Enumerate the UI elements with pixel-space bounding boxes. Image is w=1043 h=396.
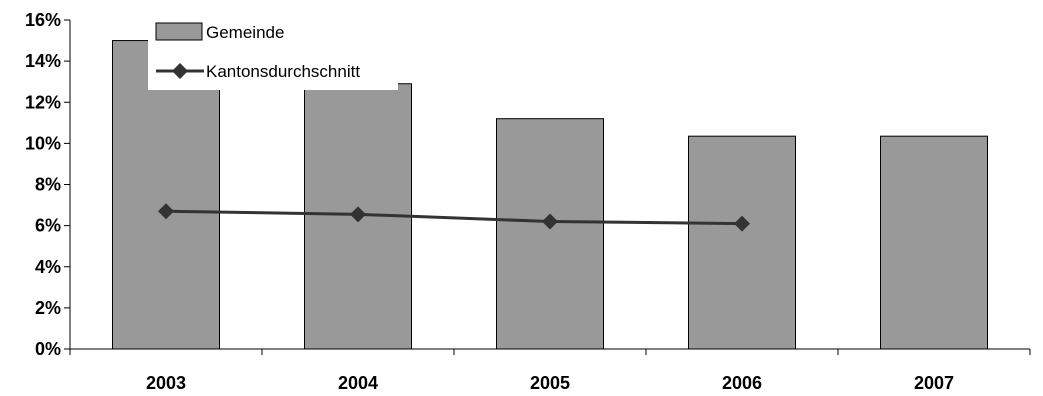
bar-gemeinde-2006	[688, 135, 796, 350]
y-tick-label: 8%	[35, 175, 61, 195]
line-kantonsdurchschnitt	[165, 209, 743, 226]
y-tick-label: 14%	[25, 51, 61, 71]
legend-swatch-gemeinde	[155, 22, 203, 41]
y-tick-label: 6%	[35, 216, 61, 236]
y-tick-label: 10%	[25, 133, 61, 153]
bars-layer	[112, 40, 988, 350]
point-kantonsdurchschnitt-2005	[542, 213, 558, 230]
point-kantonsdurchschnitt-2004	[350, 206, 366, 223]
legend-label-kantonsdurchschnitt: Kantonsdurchschnitt	[206, 62, 360, 81]
point-kantonsdurchschnitt-2006	[734, 215, 750, 232]
bar-gemeinde-2005	[496, 118, 604, 350]
y-tick-label: 16%	[25, 10, 61, 30]
y-tick-label: 4%	[35, 257, 61, 277]
x-tick-label: 2007	[914, 373, 954, 393]
x-tick-label: 2003	[146, 373, 186, 393]
x-tick-label: 2004	[338, 373, 378, 393]
y-tick-label: 2%	[35, 298, 61, 318]
legend: Gemeinde Kantonsdurchschnitt	[148, 14, 398, 90]
legend-label-gemeinde: Gemeinde	[206, 23, 284, 42]
y-tick-label: 12%	[25, 92, 61, 112]
line-layer	[158, 203, 750, 232]
y-tick-label: 0%	[35, 339, 61, 359]
y-ticks: 0% 2% 4% 6% 8% 10% 12% 14% 16%	[25, 10, 70, 359]
x-tick-label: 2006	[722, 373, 762, 393]
x-ticks: 2003 2004 2005 2006 2007	[69, 349, 1031, 393]
point-kantonsdurchschnitt-2003	[158, 203, 174, 220]
bar-gemeinde-2007	[880, 135, 988, 350]
legend-swatch-kantonsdurchschnitt-marker	[172, 63, 188, 79]
x-tick-label: 2005	[530, 373, 570, 393]
bar-gemeinde-2003	[112, 40, 220, 350]
